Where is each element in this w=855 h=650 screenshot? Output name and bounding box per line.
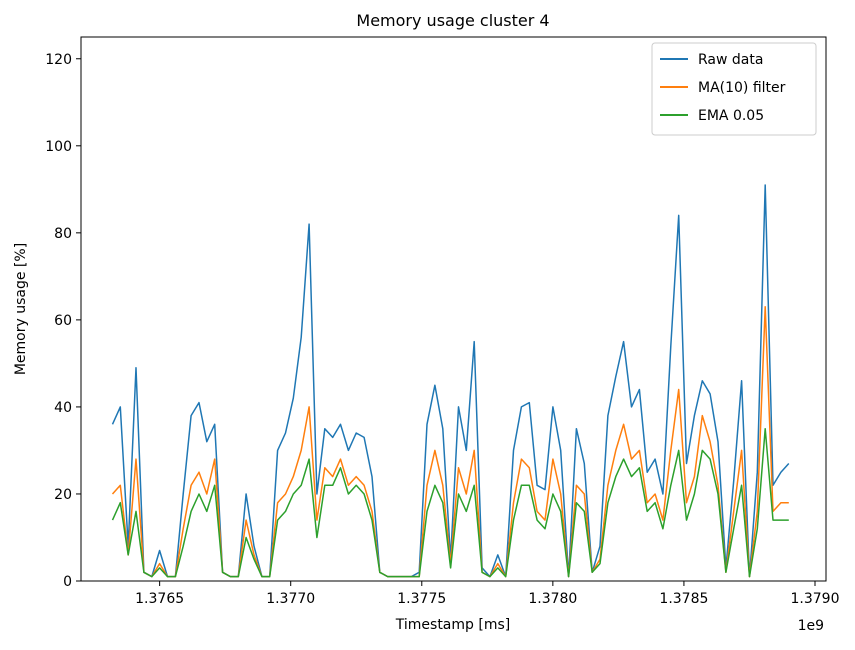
y-tick-label: 60 [54, 313, 72, 329]
y-tick-label: 100 [45, 139, 72, 155]
y-tick-label: 0 [63, 574, 72, 590]
chart-title: Memory usage cluster 4 [356, 11, 549, 30]
x-offset-label: 1e9 [798, 618, 824, 634]
y-axis-label: Memory usage [%] [13, 243, 29, 375]
x-tick-label: 1.3780 [528, 591, 577, 607]
legend-label: EMA 0.05 [698, 108, 764, 124]
plot-frame [80, 36, 827, 582]
legend-label: MA(10) filter [698, 80, 786, 96]
x-tick-label: 1.3785 [659, 591, 708, 607]
legend-box [651, 42, 817, 136]
x-tick-label: 1.3765 [135, 591, 184, 607]
legend-label: Raw data [698, 52, 763, 68]
x-tick-label: 1.3775 [397, 591, 446, 607]
y-tick-label: 20 [54, 487, 72, 503]
y-tick-label: 80 [54, 226, 72, 242]
series-line [111, 427, 789, 578]
y-tick-label: 120 [45, 52, 72, 68]
x-tick-label: 1.3770 [266, 591, 315, 607]
x-tick-label: 1.3790 [790, 591, 839, 607]
series-line [111, 306, 789, 578]
y-tick-label: 40 [54, 400, 72, 416]
x-axis-label: Timestamp [ms] [395, 617, 510, 633]
